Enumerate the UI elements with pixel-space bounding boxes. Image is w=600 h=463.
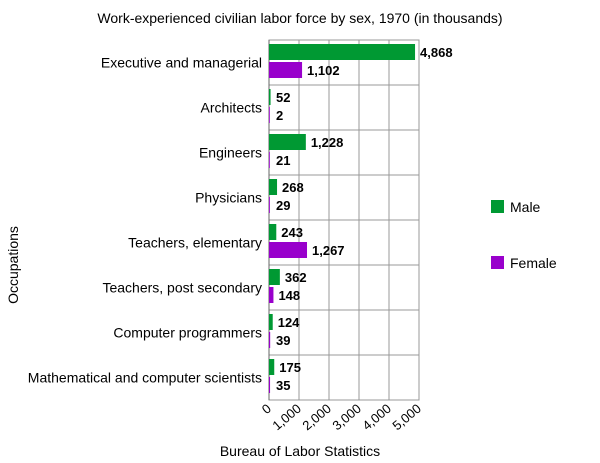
data-label-female: 29: [276, 198, 290, 213]
category-label: Executive and managerial: [101, 55, 262, 71]
bar-female: [269, 197, 270, 213]
category-label: Teachers, post secondary: [102, 280, 262, 296]
bar-male: [269, 134, 306, 150]
data-label-female: 1,267: [312, 243, 345, 258]
data-label-male: 243: [281, 225, 303, 240]
category-label: Mathematical and computer scientists: [28, 370, 262, 386]
bars: [269, 44, 416, 393]
bar-female: [269, 287, 274, 303]
bar-male: [269, 314, 273, 330]
legend-swatch-female: [491, 256, 504, 269]
x-tick-label: 0: [259, 401, 274, 417]
data-label-female: 1,102: [307, 63, 340, 78]
data-label-male: 1,228: [311, 135, 344, 150]
bar-female: [269, 107, 270, 123]
bar-male: [269, 224, 277, 240]
data-label-female: 2: [276, 108, 283, 123]
category-label: Physicians: [195, 190, 262, 206]
legend-label-male: Male: [510, 199, 541, 215]
data-label-female: 39: [276, 333, 290, 348]
data-label-female: 148: [278, 288, 300, 303]
bar-female: [269, 62, 303, 78]
data-label-male: 268: [282, 180, 304, 195]
data-labels: 4,868 1,102 52 2 1,228 21 268 29 243 1,267 362 148 1…: [276, 45, 453, 393]
x-axis-label: Bureau of Labor Statistics: [220, 443, 380, 459]
x-tick-label: 1,000: [269, 401, 304, 433]
category-label: Computer programmers: [113, 325, 262, 341]
bar-female: [269, 242, 308, 258]
data-label-male: 175: [279, 360, 301, 375]
bar-male: [269, 44, 416, 60]
category-label: Architects: [201, 100, 262, 116]
x-tick-label: 4,000: [359, 401, 394, 433]
chart-title: Work-experienced civilian labor force by…: [97, 10, 502, 26]
legend-swatch-male: [491, 200, 504, 213]
data-label-male: 124: [278, 315, 300, 330]
data-label-male: 4,868: [420, 45, 453, 60]
bar-male: [269, 179, 278, 195]
x-tick-label: 5,000: [389, 401, 424, 433]
category-label: Engineers: [199, 145, 262, 161]
x-tick-label: 2,000: [299, 401, 334, 433]
legend: Male Female: [491, 199, 557, 271]
category-labels: Executive and managerial Architects Engine…: [28, 55, 262, 386]
x-tick-label: 3,000: [329, 401, 364, 433]
bar-male: [269, 359, 275, 375]
data-label-male: 362: [285, 270, 307, 285]
data-label-female: 21: [276, 153, 290, 168]
category-label: Teachers, elementary: [128, 235, 262, 251]
legend-label-female: Female: [510, 255, 557, 271]
bar-male: [269, 269, 280, 285]
y-axis-label: Occupations: [5, 226, 21, 304]
bar-female: [269, 332, 271, 348]
bar-female: [269, 377, 271, 393]
data-label-male: 52: [276, 90, 290, 105]
bar-male: [269, 89, 271, 105]
data-label-female: 35: [276, 378, 290, 393]
bar-female: [269, 152, 270, 168]
gridlines: [268, 39, 420, 401]
